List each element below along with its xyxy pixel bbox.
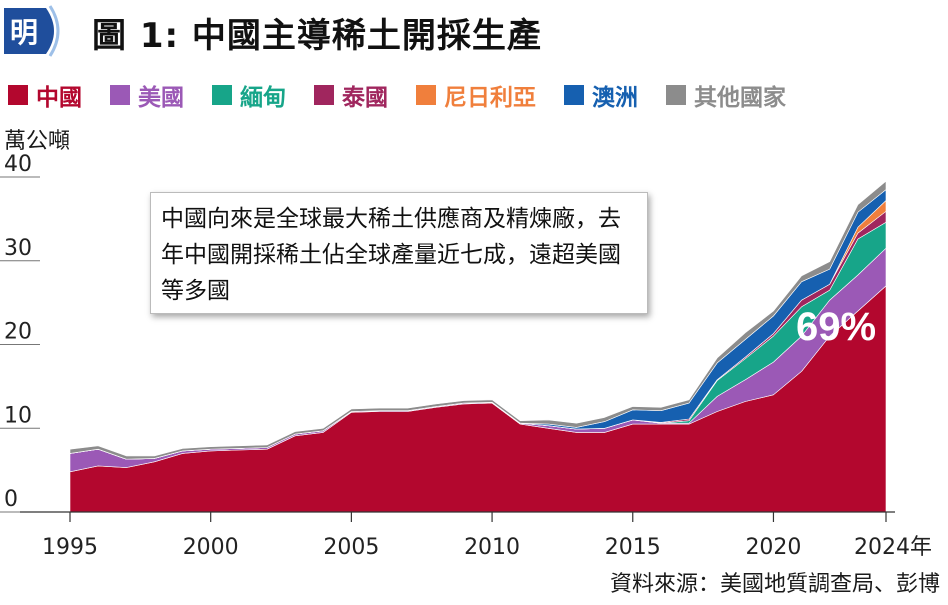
x-tick-label: 2015 xyxy=(605,535,661,560)
annotation-text: 中國向來是全球最大稀土供應商及精煉廠，去年中國開採稀土佔全球產量近七成，遠超美國… xyxy=(161,206,621,304)
x-tick-label: 2005 xyxy=(323,535,379,560)
logo-text: 明 xyxy=(10,16,38,49)
series-area-其他國家 xyxy=(69,180,887,460)
legend-swatch xyxy=(110,85,130,105)
y-tick-label: 10 xyxy=(4,403,32,428)
legend-label: 泰國 xyxy=(342,85,388,111)
x-tick-label: 2000 xyxy=(183,535,239,560)
logo-badge: 明 xyxy=(4,5,60,57)
chart-title: 圖 1: 中國主導稀土開採生產 xyxy=(92,16,542,56)
china-share-label: 69% xyxy=(796,305,877,349)
y-tick-label: 0 xyxy=(4,487,18,512)
source-note: 資料來源：美國地質調查局、彭博 xyxy=(609,572,940,597)
y-axis-unit-label: 萬公噸 xyxy=(4,129,71,154)
header: 明 圖 1: 中國主導稀土開採生產 xyxy=(0,0,948,62)
legend-label: 中國 xyxy=(36,85,82,111)
annotation-box: 中國向來是全球最大稀土供應商及精煉廠，去年中國開採稀土佔全球產量近七成，遠超美國… xyxy=(150,192,648,314)
y-tick-label: 40 xyxy=(4,152,32,177)
legend-item: 泰國 xyxy=(314,78,388,112)
chart-legend: 中國 美國 緬甸 泰國 尼日利亞 澳洲 其他國家 xyxy=(8,78,814,112)
legend-swatch xyxy=(416,85,436,105)
legend-item: 澳洲 xyxy=(564,78,638,112)
legend-swatch xyxy=(8,85,28,105)
legend-item: 緬甸 xyxy=(212,78,286,112)
x-tick-label: 1995 xyxy=(42,535,98,560)
legend-item: 其他國家 xyxy=(666,78,786,112)
legend-item: 美國 xyxy=(110,78,184,112)
legend-swatch xyxy=(666,85,686,105)
legend-label: 緬甸 xyxy=(240,85,286,111)
legend-label: 澳洲 xyxy=(592,85,638,111)
legend-label: 尼日利亞 xyxy=(444,85,536,111)
legend-item: 尼日利亞 xyxy=(416,78,536,112)
legend-swatch xyxy=(212,85,232,105)
legend-swatch xyxy=(314,85,334,105)
legend-item: 中國 xyxy=(8,78,82,112)
x-tick-label: 2010 xyxy=(464,535,520,560)
x-tick-label: 2024年 xyxy=(854,535,932,560)
legend-swatch xyxy=(564,85,584,105)
legend-label: 美國 xyxy=(138,85,184,111)
x-tick-label: 2020 xyxy=(745,535,801,560)
y-tick-label: 30 xyxy=(4,236,32,261)
legend-label: 其他國家 xyxy=(694,85,786,111)
y-tick-label: 20 xyxy=(4,320,32,345)
